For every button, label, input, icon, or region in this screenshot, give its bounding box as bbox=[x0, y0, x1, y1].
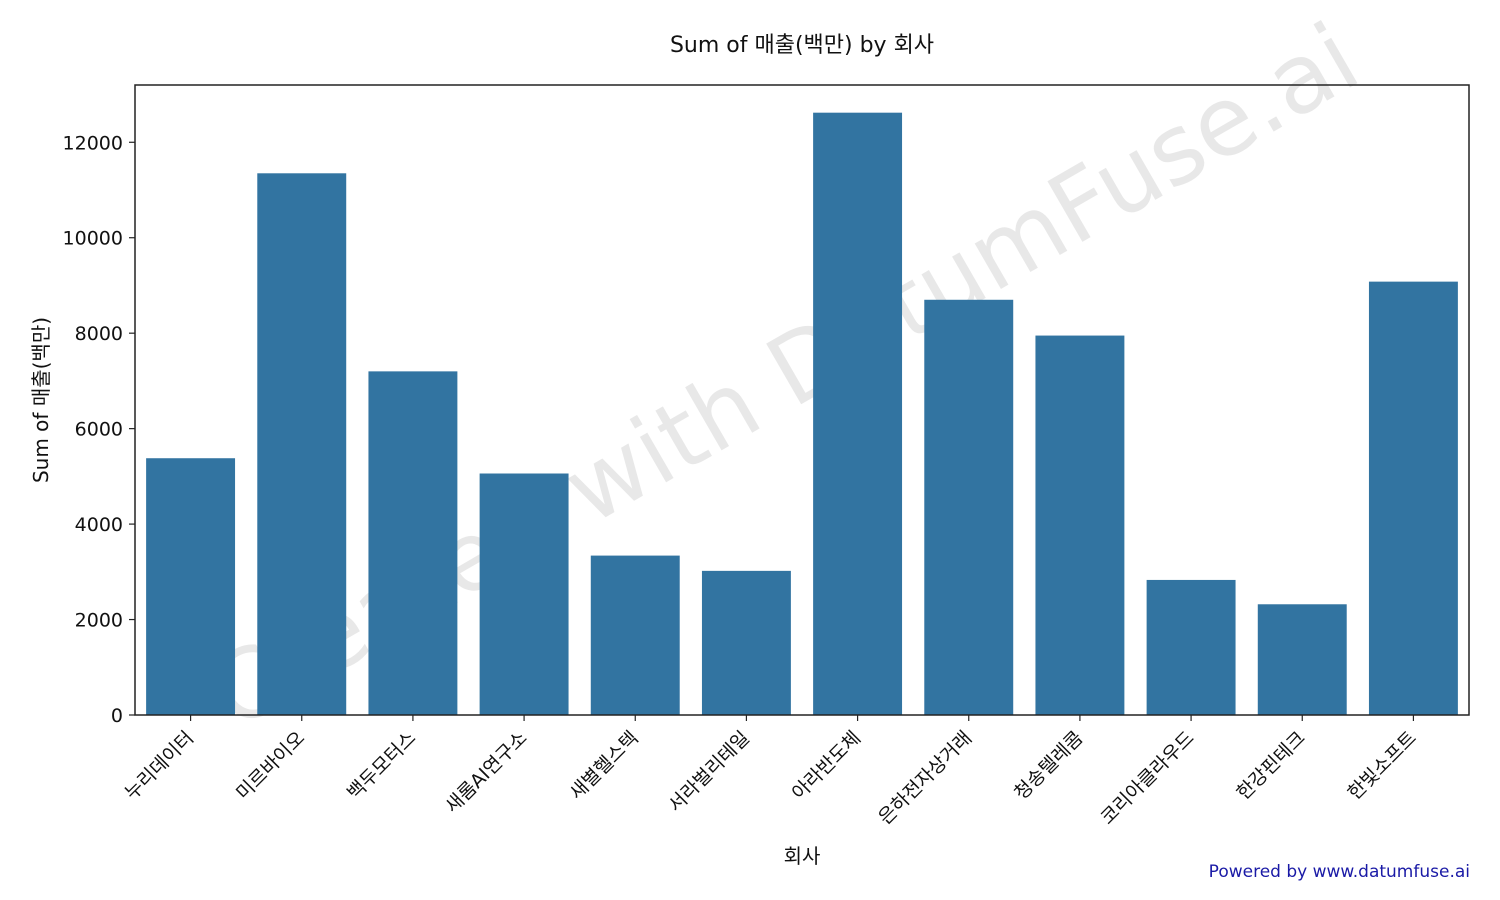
bar-한빛소프트 bbox=[1368, 281, 1458, 715]
x-tick-label: 서라벌리테일 bbox=[664, 727, 754, 817]
x-tick-label: 청송텔레콤 bbox=[1010, 727, 1087, 804]
x-tick-label: 새롬AI연구소 bbox=[441, 727, 532, 818]
bar-새롬AI연구소 bbox=[479, 473, 569, 715]
x-axis: 누리데이터 미르바이오 백두모터스 새롬AI연구소 새별헬스텍 서라벌리테일 아라반도체 은하… bbox=[121, 715, 1421, 829]
bar-미르바이오 bbox=[257, 173, 347, 715]
bar-아라반도체 bbox=[813, 112, 903, 715]
bar-백두모터스 bbox=[368, 371, 458, 715]
bar-코리아클라우드 bbox=[1146, 579, 1236, 715]
bar-한강핀테크 bbox=[1257, 604, 1347, 715]
x-tick-label: 은하전자상거래 bbox=[874, 727, 976, 829]
bar-은하전자상거래 bbox=[924, 299, 1014, 715]
y-tick-label: 10000 bbox=[63, 228, 123, 250]
y-axis: 0 2000 4000 6000 8000 10000 12000 bbox=[63, 132, 135, 727]
bar-새별헬스텍 bbox=[590, 555, 680, 715]
y-tick-label: 12000 bbox=[63, 132, 123, 154]
x-tick-label: 백두모터스 bbox=[343, 727, 420, 804]
chart-title: Sum of 매출(백만) by 회사 bbox=[670, 33, 934, 58]
x-tick-label: 새별헬스텍 bbox=[565, 727, 642, 804]
x-tick-label: 누리데이터 bbox=[121, 727, 198, 804]
y-tick-label: 2000 bbox=[75, 610, 123, 632]
bar-청송텔레콤 bbox=[1035, 335, 1125, 715]
bars-group bbox=[146, 112, 1458, 715]
x-axis-label: 회사 bbox=[784, 844, 821, 868]
x-tick-label: 한빛소프트 bbox=[1344, 727, 1421, 804]
bar-누리데이터 bbox=[146, 458, 236, 715]
footer-credit: Powered by www.datumfuse.ai bbox=[1208, 862, 1470, 882]
x-tick-label: 아라반도체 bbox=[788, 727, 865, 804]
y-tick-label: 4000 bbox=[75, 514, 123, 536]
y-tick-label: 0 bbox=[111, 705, 123, 727]
x-tick-label: 코리아클라우드 bbox=[1097, 727, 1199, 829]
y-axis-label: Sum of 매출(백만) bbox=[29, 317, 53, 483]
bar-서라벌리테일 bbox=[701, 570, 791, 715]
y-tick-label: 6000 bbox=[75, 419, 123, 441]
x-tick-label: 한강핀테크 bbox=[1232, 727, 1309, 804]
plot-frame bbox=[134, 84, 1470, 716]
y-tick-label: 8000 bbox=[75, 323, 123, 345]
